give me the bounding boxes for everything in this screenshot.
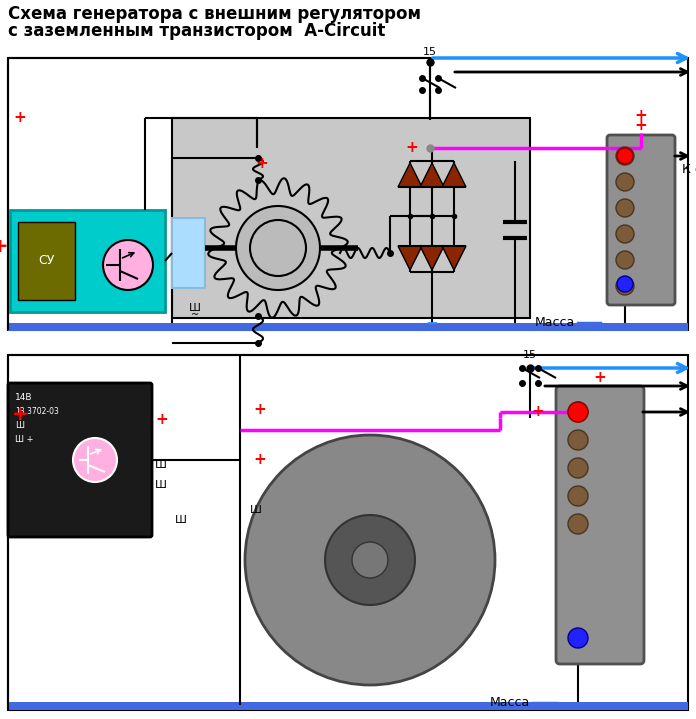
FancyBboxPatch shape bbox=[8, 383, 152, 537]
Text: Масса: Масса bbox=[490, 697, 530, 710]
Text: СУ: СУ bbox=[38, 255, 55, 267]
Bar bbox=[8, 323, 688, 331]
FancyBboxPatch shape bbox=[607, 135, 675, 305]
Bar bbox=[172, 118, 530, 318]
Circle shape bbox=[568, 486, 588, 506]
Text: +: + bbox=[635, 109, 647, 124]
Text: 13.3702-03: 13.3702-03 bbox=[15, 407, 59, 416]
Text: ~: ~ bbox=[191, 310, 199, 320]
Circle shape bbox=[73, 438, 117, 482]
Circle shape bbox=[568, 514, 588, 534]
Circle shape bbox=[245, 435, 495, 685]
Polygon shape bbox=[398, 163, 422, 187]
Text: +: + bbox=[594, 370, 606, 385]
Circle shape bbox=[616, 225, 634, 243]
Polygon shape bbox=[420, 163, 444, 187]
Circle shape bbox=[103, 240, 153, 290]
Text: К стартеру: К стартеру bbox=[682, 163, 696, 176]
Bar bbox=[172, 218, 205, 288]
Circle shape bbox=[617, 276, 633, 292]
Polygon shape bbox=[398, 246, 422, 270]
Circle shape bbox=[568, 430, 588, 450]
Circle shape bbox=[568, 628, 588, 648]
Text: 15: 15 bbox=[423, 47, 437, 57]
Bar bbox=[10, 210, 165, 312]
Text: Ш: Ш bbox=[175, 515, 187, 525]
Text: с заземленным транзистором  A-Circuit: с заземленным транзистором A-Circuit bbox=[8, 22, 386, 40]
Bar bbox=[8, 702, 688, 710]
Circle shape bbox=[568, 458, 588, 478]
Polygon shape bbox=[442, 163, 466, 187]
Text: Ш: Ш bbox=[250, 505, 262, 515]
Circle shape bbox=[616, 173, 634, 191]
Text: +: + bbox=[12, 406, 29, 424]
Circle shape bbox=[568, 402, 588, 422]
Text: +: + bbox=[532, 405, 544, 419]
Text: 15: 15 bbox=[523, 350, 537, 360]
Circle shape bbox=[352, 542, 388, 578]
Circle shape bbox=[616, 277, 634, 295]
Text: Ш: Ш bbox=[15, 421, 24, 430]
Circle shape bbox=[236, 206, 320, 290]
Circle shape bbox=[616, 147, 634, 165]
Text: Масса: Масса bbox=[535, 316, 576, 329]
Text: +: + bbox=[635, 119, 647, 134]
Text: 14В: 14В bbox=[15, 393, 33, 402]
Circle shape bbox=[325, 515, 415, 605]
Circle shape bbox=[616, 251, 634, 269]
Text: Ш: Ш bbox=[155, 460, 167, 470]
Bar bbox=[8, 58, 688, 330]
Polygon shape bbox=[442, 246, 466, 270]
Text: +: + bbox=[253, 452, 267, 467]
Bar bbox=[18, 222, 75, 300]
Bar bbox=[8, 355, 688, 710]
Text: −: − bbox=[426, 316, 438, 331]
Text: +: + bbox=[253, 403, 267, 418]
Text: +: + bbox=[406, 140, 418, 155]
Text: Ш: Ш bbox=[155, 480, 167, 490]
Text: +: + bbox=[155, 413, 168, 428]
Text: +: + bbox=[0, 237, 8, 255]
Circle shape bbox=[616, 199, 634, 217]
Polygon shape bbox=[420, 246, 444, 270]
Circle shape bbox=[568, 402, 588, 422]
Text: Схема генератора с внешним регулятором: Схема генератора с внешним регулятором bbox=[8, 5, 421, 23]
FancyBboxPatch shape bbox=[556, 386, 644, 664]
Circle shape bbox=[617, 148, 633, 164]
Text: Ш: Ш bbox=[189, 303, 201, 313]
Text: Ш +: Ш + bbox=[15, 435, 36, 444]
Text: +: + bbox=[255, 155, 269, 170]
Text: +: + bbox=[14, 111, 26, 126]
